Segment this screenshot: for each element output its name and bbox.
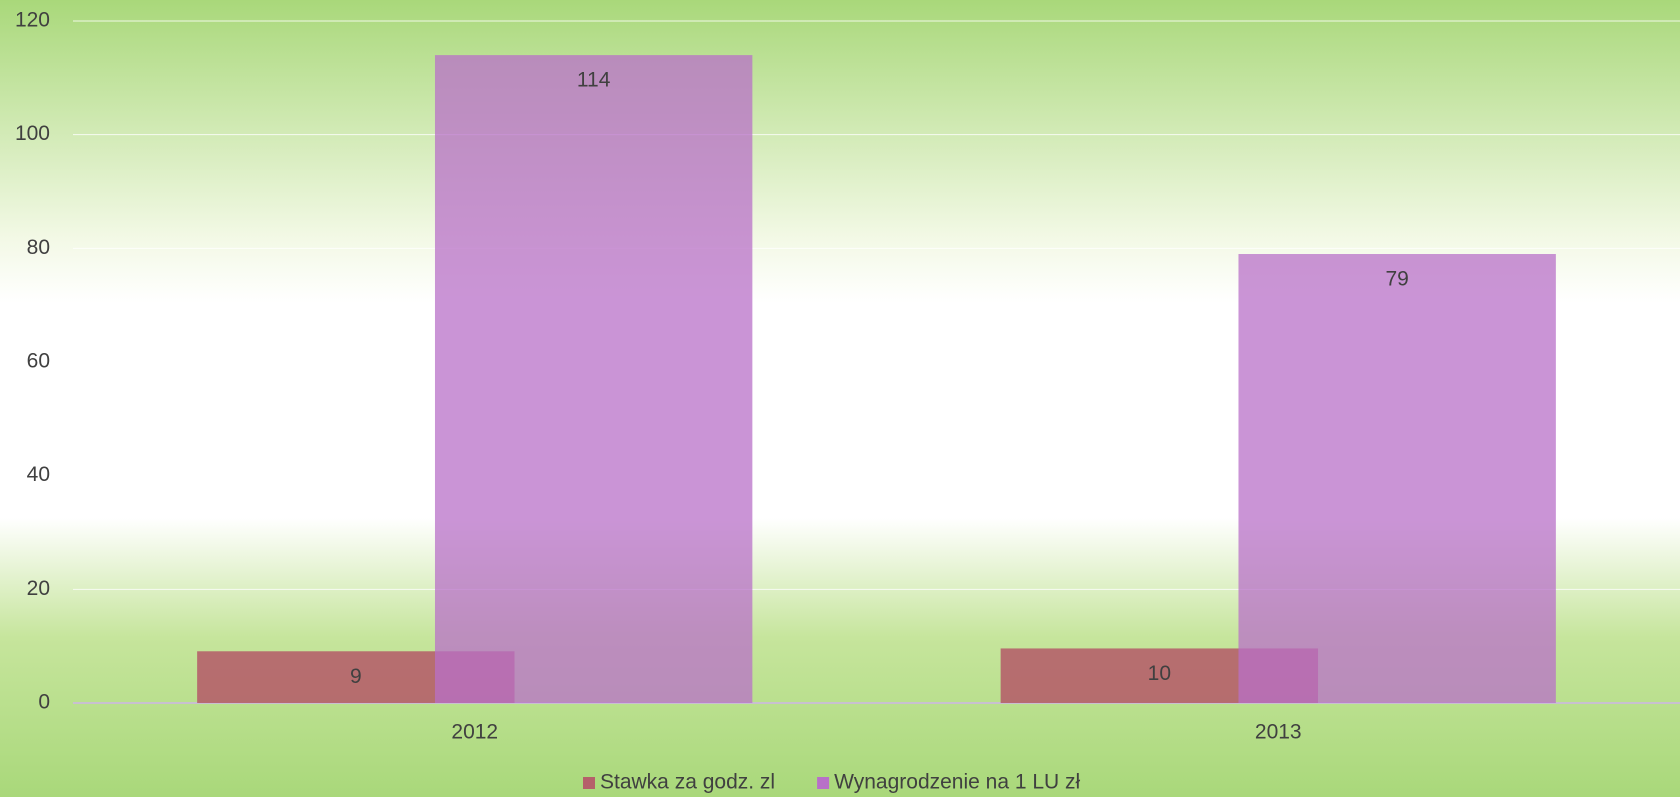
legend-swatch <box>817 777 830 789</box>
data-label: 79 <box>1385 268 1408 291</box>
y-tick-label: 100 <box>15 122 50 145</box>
bar <box>434 55 753 704</box>
bar <box>1238 254 1556 703</box>
data-label: 114 <box>577 69 611 92</box>
x-tick-label: 2012 <box>451 721 498 744</box>
y-tick-label: 0 <box>38 691 50 714</box>
y-tick-label: 80 <box>27 236 50 259</box>
y-tick-label: 60 <box>27 350 50 373</box>
y-tick-label: 40 <box>27 463 50 486</box>
legend-label: Wynagrodzenie na 1 LU zł <box>834 771 1080 794</box>
data-label: 10 <box>1148 662 1171 685</box>
legend-label: Stawka za godz. zl <box>600 771 775 794</box>
data-label: 9 <box>350 665 362 688</box>
x-tick-label: 2013 <box>1255 721 1302 744</box>
y-tick-label: 120 <box>15 9 50 32</box>
legend-swatch <box>583 777 595 789</box>
y-tick-label: 20 <box>27 577 50 600</box>
